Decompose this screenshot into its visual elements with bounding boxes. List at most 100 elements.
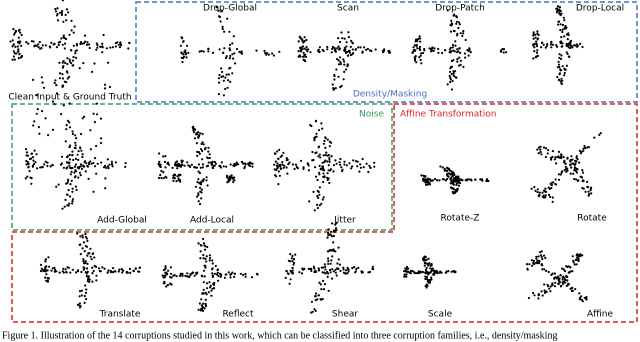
point (418, 45, 422, 49)
point (181, 159, 184, 162)
point (570, 289, 574, 293)
point (357, 266, 360, 269)
point (532, 57, 535, 60)
point (206, 156, 209, 159)
point (179, 44, 182, 47)
point (560, 153, 563, 157)
point (414, 49, 417, 52)
point (86, 270, 89, 273)
point (61, 43, 64, 46)
label: Affine (587, 310, 614, 320)
point (438, 271, 442, 274)
point (177, 177, 180, 180)
point (584, 190, 587, 193)
point (289, 269, 292, 272)
point (452, 181, 455, 184)
point (322, 180, 325, 184)
point (543, 289, 546, 292)
point (559, 285, 563, 288)
point (84, 291, 88, 294)
point (181, 60, 184, 64)
point (532, 291, 535, 295)
point (450, 88, 453, 91)
point (225, 73, 228, 76)
point (586, 180, 589, 183)
point (54, 268, 57, 272)
point (316, 298, 319, 301)
point (459, 59, 462, 62)
point (551, 150, 555, 153)
point (18, 42, 21, 45)
point (101, 46, 104, 49)
point (451, 175, 454, 178)
point (342, 271, 345, 274)
point (339, 56, 342, 59)
point (537, 33, 540, 37)
point (317, 155, 320, 158)
point (561, 278, 564, 281)
point (368, 164, 371, 167)
point (452, 70, 455, 73)
point (323, 263, 326, 266)
label: Translate (99, 310, 141, 320)
point (343, 46, 346, 50)
point (93, 121, 96, 124)
point (62, 36, 65, 39)
point (200, 183, 203, 186)
point (545, 45, 548, 48)
point (38, 132, 41, 135)
point (111, 46, 114, 49)
point (100, 161, 103, 164)
point (311, 310, 314, 313)
point (427, 182, 430, 185)
point (192, 271, 195, 274)
point (107, 167, 110, 170)
point (200, 142, 203, 145)
point (36, 108, 39, 111)
point (44, 160, 47, 163)
point (318, 186, 321, 189)
point (310, 300, 314, 303)
point (321, 168, 324, 171)
point (186, 161, 189, 164)
point (297, 55, 300, 58)
point (326, 275, 329, 278)
point (35, 44, 38, 47)
point (47, 134, 50, 137)
point (214, 162, 217, 165)
point (590, 192, 593, 195)
point (41, 110, 44, 113)
point (581, 254, 584, 257)
point (343, 63, 346, 66)
point (559, 69, 562, 72)
point (565, 170, 568, 173)
point (211, 259, 214, 262)
point (195, 272, 198, 276)
point (316, 206, 319, 210)
point (449, 24, 452, 27)
point (67, 161, 71, 164)
point (84, 170, 87, 173)
point (182, 53, 185, 56)
point (165, 285, 168, 288)
point (62, 104, 65, 107)
point (294, 163, 298, 166)
point (322, 279, 325, 282)
point (569, 39, 573, 43)
point (118, 268, 121, 271)
point (558, 72, 562, 75)
point (190, 163, 193, 166)
point (128, 267, 131, 270)
point (562, 275, 565, 278)
point (580, 295, 583, 298)
point (164, 271, 167, 274)
point (96, 113, 99, 116)
point (64, 268, 67, 271)
point (419, 40, 422, 43)
point (222, 79, 225, 82)
point (210, 163, 213, 166)
point (534, 36, 537, 39)
point (343, 37, 346, 40)
point (363, 46, 366, 49)
point (68, 126, 72, 129)
